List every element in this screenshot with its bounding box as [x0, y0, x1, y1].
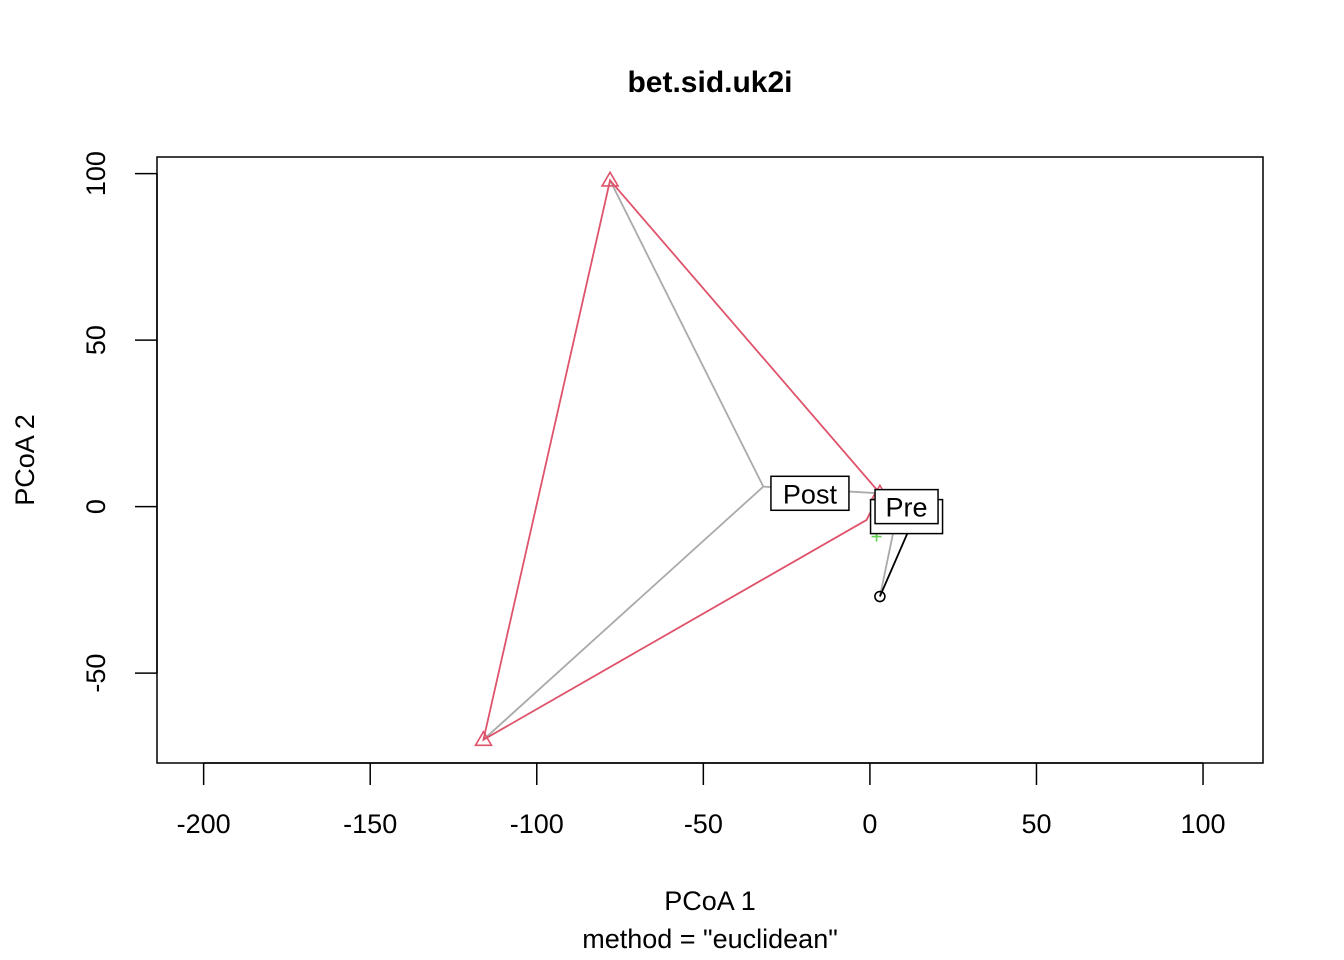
hull-lines [482, 178, 915, 742]
group-labels: Pre Post [770, 475, 944, 535]
point-marker [874, 590, 886, 603]
y-axis: -50 0 50 100 [81, 151, 158, 693]
spoke-line [609, 179, 765, 488]
hull-polygon [482, 178, 881, 742]
x-tick-label: 0 [862, 809, 877, 839]
group-label-box [874, 488, 939, 525]
y-axis-label: PCoA 2 [10, 414, 40, 506]
x-tick-label: 100 [1181, 809, 1226, 839]
chart-title: bet.sid.uk2i [627, 66, 792, 99]
x-axis-sublabel: method = "euclidean" [582, 924, 838, 954]
group-label-box [770, 475, 850, 512]
x-tick-label: -50 [684, 809, 723, 839]
spoke-line [482, 485, 764, 741]
point-marker [474, 730, 493, 747]
spoke-lines [482, 179, 914, 741]
x-axis-label: PCoA 1 [664, 886, 756, 916]
y-tick-label: -50 [81, 654, 111, 693]
point-markers [474, 170, 920, 747]
x-tick-label: -100 [510, 809, 564, 839]
x-tick-label: -150 [343, 809, 397, 839]
y-tick-label: 100 [81, 151, 111, 196]
x-tick-label: 50 [1021, 809, 1051, 839]
plot-area-box [156, 156, 1264, 764]
group-label: Pre [886, 493, 928, 523]
x-tick-label: -200 [177, 809, 231, 839]
y-tick-label: 0 [81, 499, 111, 514]
group-label: Post [783, 479, 838, 509]
point-marker [600, 170, 620, 187]
y-tick-label: 50 [81, 325, 111, 355]
x-axis: -200 -150 -100 -50 0 50 100 [177, 762, 1226, 839]
